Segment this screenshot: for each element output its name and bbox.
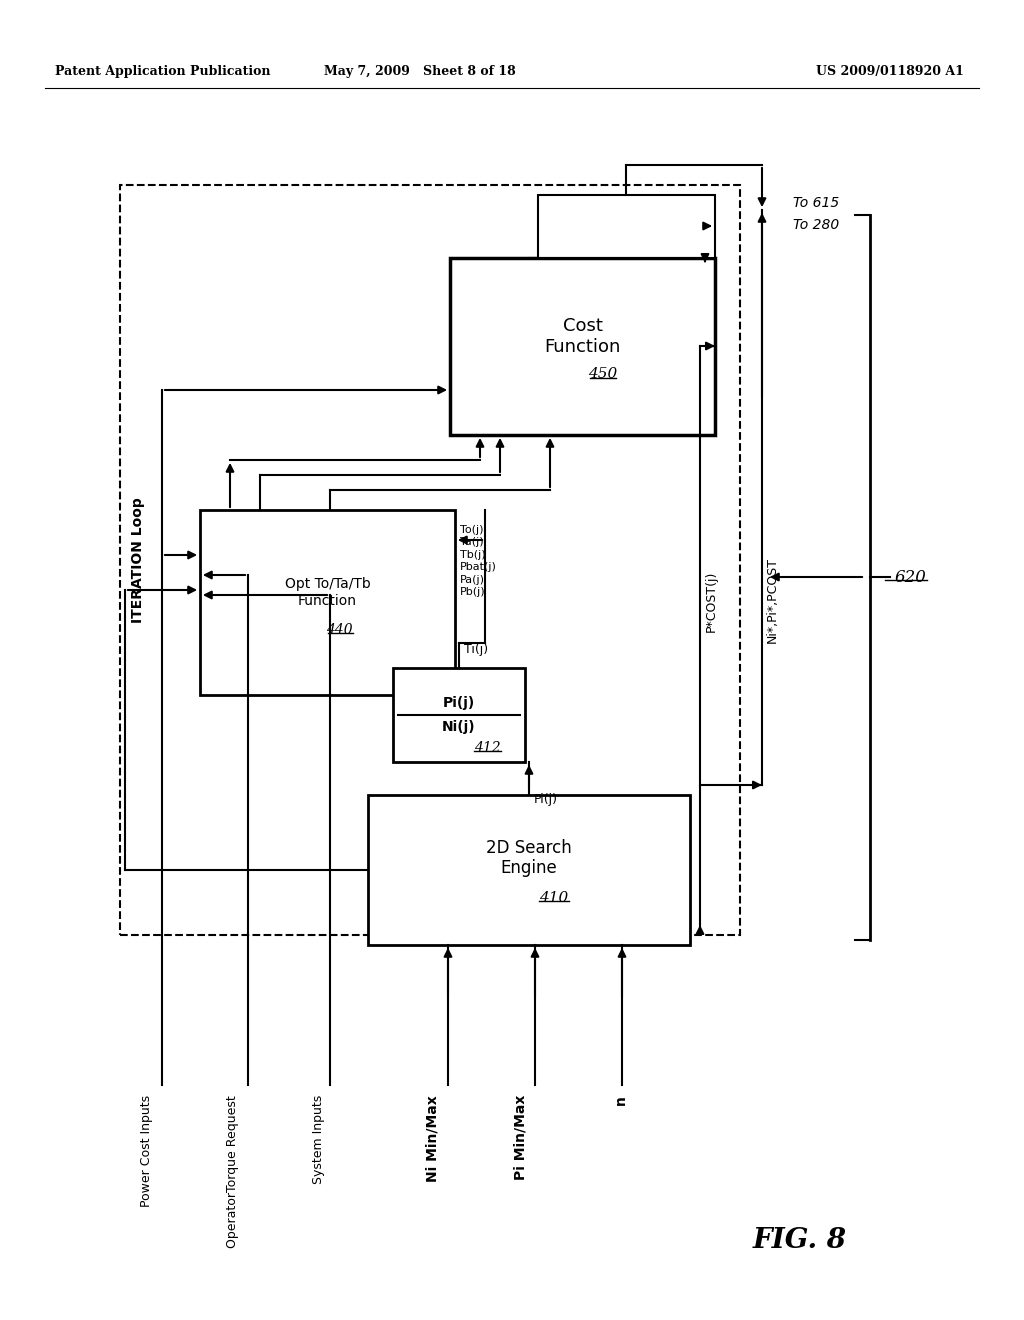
Text: To 280: To 280 bbox=[793, 218, 840, 232]
Text: Opt To/Ta/Tb
Function: Opt To/Ta/Tb Function bbox=[285, 577, 371, 607]
Text: Ti(j): Ti(j) bbox=[464, 644, 488, 656]
Text: To(j)
Ta(j)
Tb(j)
Pbat(j)
Pa(j)
Pb(j): To(j) Ta(j) Tb(j) Pbat(j) Pa(j) Pb(j) bbox=[460, 525, 497, 597]
Text: 410: 410 bbox=[540, 891, 568, 906]
Text: US 2009/0118920 A1: US 2009/0118920 A1 bbox=[816, 66, 964, 78]
Text: System Inputs: System Inputs bbox=[312, 1096, 325, 1184]
Text: n: n bbox=[614, 1096, 628, 1105]
Bar bbox=[393, 668, 525, 762]
Text: Patent Application Publication: Patent Application Publication bbox=[55, 66, 270, 78]
Text: 620: 620 bbox=[895, 569, 927, 586]
Text: Ni(j): Ni(j) bbox=[442, 719, 476, 734]
Text: OperatorTorque Request: OperatorTorque Request bbox=[226, 1096, 239, 1247]
Text: 2D Search
Engine: 2D Search Engine bbox=[486, 838, 571, 878]
Text: 412: 412 bbox=[474, 741, 501, 755]
Text: To 615: To 615 bbox=[793, 195, 840, 210]
Text: P*COST(j): P*COST(j) bbox=[705, 570, 718, 632]
Text: FIG. 8: FIG. 8 bbox=[753, 1226, 847, 1254]
Text: Power Cost Inputs: Power Cost Inputs bbox=[140, 1096, 153, 1206]
Text: Ni*,Pi*,PCOST: Ni*,Pi*,PCOST bbox=[766, 557, 779, 643]
Text: Pi(j): Pi(j) bbox=[534, 793, 558, 807]
Bar bbox=[368, 795, 690, 945]
Text: Pi(j): Pi(j) bbox=[442, 696, 475, 710]
Text: 450: 450 bbox=[588, 367, 617, 381]
Bar bbox=[450, 257, 715, 436]
Bar bbox=[120, 185, 740, 935]
Text: ITERATION Loop: ITERATION Loop bbox=[131, 498, 145, 623]
Bar bbox=[538, 195, 715, 257]
Text: 440: 440 bbox=[327, 623, 353, 636]
Text: Cost
Function: Cost Function bbox=[545, 317, 621, 356]
Text: May 7, 2009   Sheet 8 of 18: May 7, 2009 Sheet 8 of 18 bbox=[325, 66, 516, 78]
Bar bbox=[200, 510, 455, 696]
Text: Pi Min/Max: Pi Min/Max bbox=[513, 1096, 527, 1180]
Text: Ni Min/Max: Ni Min/Max bbox=[426, 1096, 440, 1181]
